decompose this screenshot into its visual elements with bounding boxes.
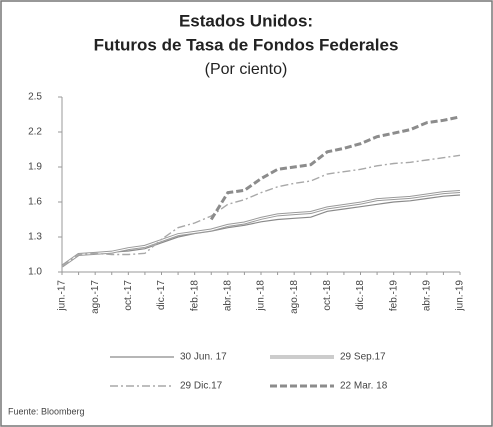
x-tick-label: oct.-18 [322,280,333,311]
y-tick-label: 1.9 [28,162,42,173]
series-line [209,115,461,221]
line-inner [61,191,461,267]
chart-title-line2: Futuros de Tasa de Fondos Federales [94,35,399,54]
x-tick-label: jun.-17 [57,280,68,312]
y-tick-label: 1.3 [28,232,42,243]
x-tick-label: dic.-18 [355,280,366,310]
x-tick-label: feb.-19 [388,280,399,312]
chart-subtitle: (Por ciento) [205,61,288,78]
y-tick-label: 2.2 [28,127,42,138]
y-tick-label: 2.5 [28,92,42,103]
x-tick-label: jun.-19 [455,280,466,312]
x-tick-label: ago.-17 [90,280,101,314]
x-tick-label: feb.-18 [189,280,200,312]
legend-label: 29 Sep.17 [340,352,386,363]
legend-label: 29 Dic.17 [180,381,223,392]
y-tick-label: 1.6 [28,197,42,208]
series-line [61,154,461,267]
legend-label: 22 Mar. 18 [340,381,388,392]
chart-title: Estados Unidos: [179,11,313,30]
x-tick-label: abr.-18 [222,280,233,312]
series-line [61,194,461,267]
x-tick-label: dic.-17 [156,280,167,310]
x-tick-label: jun.-18 [256,280,267,312]
legend-label: 30 Jun. 17 [180,352,227,363]
source: Fuente: Bloomberg [8,406,85,416]
x-tick-label: abr.-19 [421,280,432,312]
y-tick-label: 1.0 [28,267,42,278]
x-tick-label: ago.-18 [289,280,300,314]
x-tick-label: oct.-17 [123,280,134,311]
